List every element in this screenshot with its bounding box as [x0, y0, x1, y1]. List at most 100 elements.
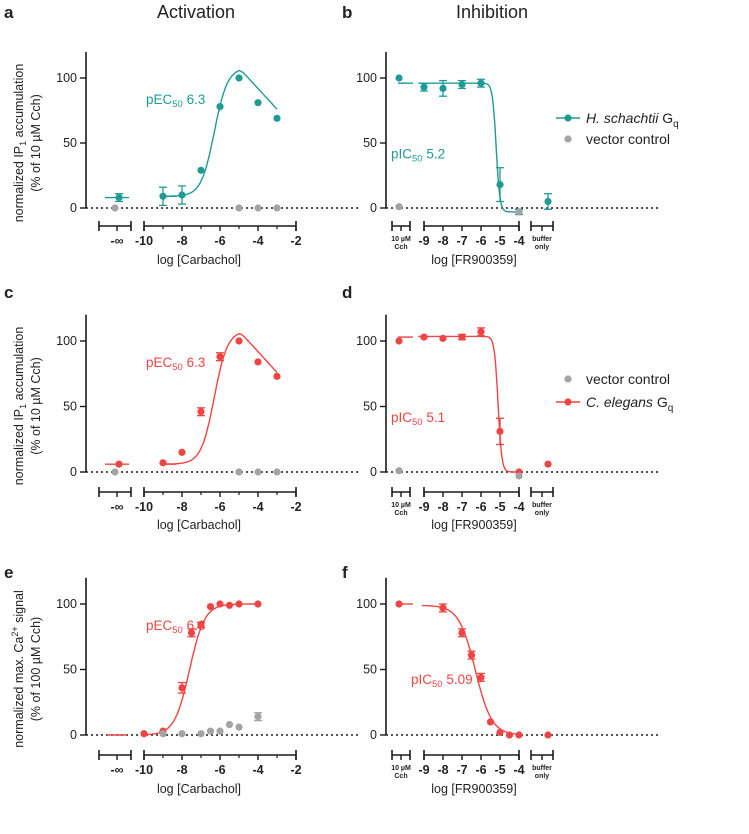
panel-e-point — [225, 601, 234, 609]
legend-gq-label: C. elegans Gq — [586, 394, 673, 414]
panel-e-point — [140, 730, 148, 738]
panel-b-point — [515, 208, 523, 216]
legend-gq-marker — [564, 398, 572, 406]
panel-a-ytick-label: 50 — [63, 136, 77, 150]
panel-f-ytick-label: 50 — [363, 663, 377, 677]
panel-d-cch-point — [395, 337, 403, 345]
panel-a-point — [159, 192, 167, 200]
panel-c-baseline-point — [115, 460, 123, 468]
svg-text:normalized IP1 accumulation: normalized IP1 accumulation — [12, 327, 28, 486]
panel-e-point — [235, 600, 243, 608]
ylabel-c: normalized IP1 accumulation (% of 10 µM … — [12, 327, 43, 486]
panel-b-xtick-label: -7 — [456, 234, 467, 248]
panel-c-ytick-label: 0 — [70, 465, 77, 479]
panel-label-b: b — [342, 3, 352, 22]
panel-c-point — [178, 448, 186, 456]
legend-mid: vector control C. elegans Gq — [556, 371, 673, 414]
panel-b-xtick-label: only — [535, 244, 549, 251]
panel-b-buffer-point — [544, 197, 552, 206]
panel-b-fit-curve — [418, 82, 518, 213]
panel-f-fit-curve — [422, 604, 519, 735]
panel-e-point — [178, 684, 186, 692]
svg-text:normalized max. Ca2+ signal: normalized max. Ca2+ signal — [10, 590, 26, 748]
panel-a-xtick-label: -10 — [135, 234, 153, 248]
panel-d-xtick-label: buffer — [532, 502, 552, 509]
svg-text:(% of 10 µM Cch): (% of 10 µM Cch) — [29, 357, 43, 455]
legend-gq-marker — [564, 114, 572, 122]
panel-label-c: c — [4, 283, 13, 302]
xlabel-b: log [FR900359] — [431, 253, 516, 267]
panel-a-point — [197, 166, 205, 174]
panel-e-xtick-label: -2 — [290, 763, 301, 777]
panel-a-point — [273, 114, 281, 122]
panel-f-ytick-label: 0 — [370, 728, 377, 742]
panel-f-xtick-label: only — [535, 773, 549, 780]
panel-d-point — [439, 334, 447, 342]
panel-label-d: d — [342, 283, 352, 302]
panel-c-xtick-label: -4 — [252, 500, 263, 514]
panel-a-ytick-label: 0 — [70, 201, 77, 215]
panel-d-point — [496, 427, 504, 435]
panel-c-point — [216, 353, 224, 361]
panel-d-xtick-label: -4 — [513, 500, 524, 514]
panel-e-xtick-label: -4 — [252, 763, 263, 777]
panel-b-point — [458, 80, 466, 89]
panel-c-point — [254, 358, 262, 366]
panel-f-xtick-label: -7 — [456, 763, 467, 777]
panel-c-xtick-label: -8 — [176, 500, 187, 514]
panel-b-point — [420, 83, 428, 91]
panel-e-point — [178, 730, 186, 738]
panel-c-ytick-label: 50 — [63, 400, 77, 414]
panel-d-xtick-label: -8 — [437, 500, 448, 514]
panel-e-point — [159, 730, 167, 738]
panel-f-point — [515, 731, 523, 739]
svg-text:(% of 10 µM Cch): (% of 10 µM Cch) — [29, 94, 43, 192]
panel-c-annotation: pEC50 6.3 — [146, 355, 205, 373]
panel-a-point — [254, 204, 262, 212]
panel-d-xtick-label: -9 — [418, 500, 429, 514]
panel-c-point — [254, 468, 262, 476]
panel-b-point — [477, 79, 485, 87]
panel-e-point — [225, 720, 234, 729]
panel-f-point — [496, 728, 504, 736]
panel-e-ytick-label: 0 — [70, 728, 77, 742]
panel-a-point — [254, 99, 262, 107]
panel-c-xtick-label: -2 — [290, 500, 301, 514]
panel-f-point — [458, 629, 466, 637]
panel-a-xtick-label: -∞ — [110, 234, 123, 248]
panel-b-xtick-label: 10 µM — [391, 236, 411, 243]
panel-e-ytick-label: 100 — [56, 597, 77, 611]
panel-c-point — [159, 459, 167, 467]
panel-b-point — [439, 84, 447, 92]
panel-a-annotation: pEC50 6.3 — [146, 92, 205, 110]
svg-text:(% of 100 µM Cch): (% of 100 µM Cch) — [29, 617, 43, 721]
panel-c-ytick-label: 100 — [56, 334, 77, 348]
panel-f-xtick-label: -6 — [475, 763, 486, 777]
panel-f-xtick-label: buffer — [532, 765, 552, 772]
panel-c-xtick-label: -∞ — [110, 500, 123, 514]
panel-f-cch-point — [395, 600, 403, 608]
panel-f-xtick-label: -5 — [494, 763, 505, 777]
panel-c-xtick-label: -10 — [135, 500, 153, 514]
panel-d-point — [458, 333, 466, 341]
panel-e-annotation: pEC50 6.3 — [146, 618, 205, 636]
panel-b-xtick-label: -5 — [494, 234, 505, 248]
panel-f-xtick-label: -9 — [418, 763, 429, 777]
panel-b-ytick-label: 100 — [356, 71, 377, 85]
panel-d-xtick-label: -6 — [475, 500, 486, 514]
panel-label-f: f — [342, 563, 348, 582]
panel-f-point — [467, 651, 476, 659]
panel-d-point — [515, 472, 523, 480]
panel-b-ytick-label: 0 — [370, 201, 377, 215]
panel-d-xtick-label: Cch — [394, 510, 407, 517]
panel-b-xtick-label: Cch — [394, 244, 407, 251]
panel-f-ytick-label: 100 — [356, 597, 377, 611]
xlabel-a: log [Carbachol] — [157, 253, 241, 267]
panel-b-xtick-label: -8 — [437, 234, 448, 248]
panel-a-point — [178, 191, 186, 199]
panel-a-point — [235, 74, 243, 82]
panel-e-point — [197, 730, 205, 738]
panel-label-a: a — [4, 3, 14, 22]
legend-top: H. schachtii Gq vector control — [556, 110, 679, 147]
